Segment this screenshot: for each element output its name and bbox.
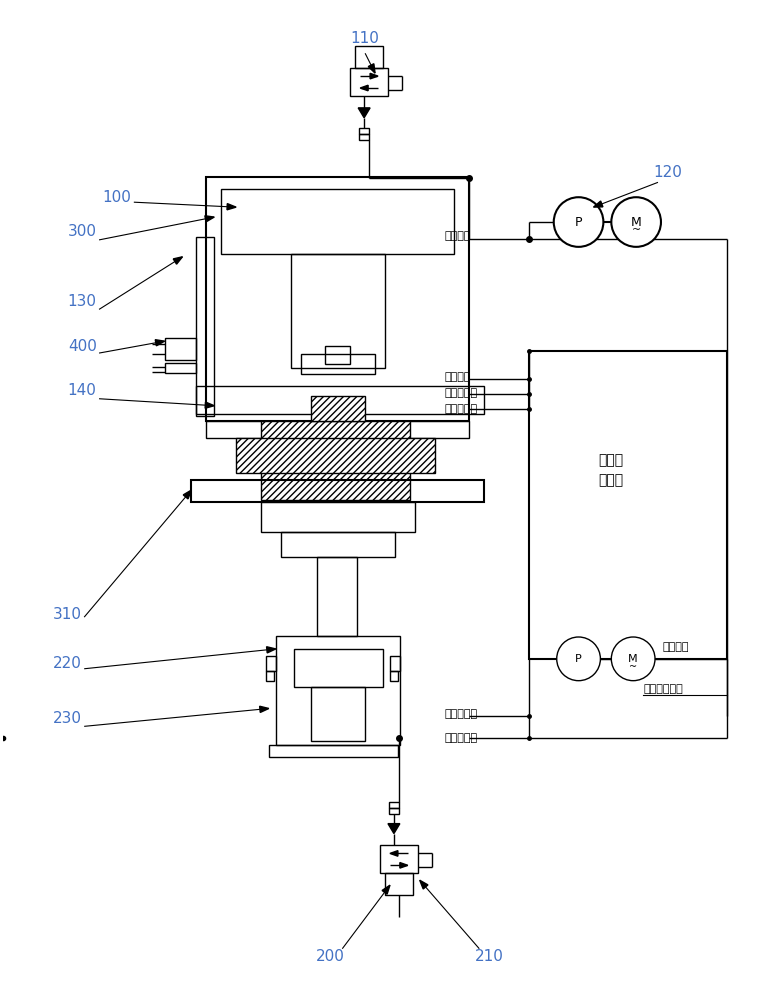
Bar [236,438,435,473]
Bar [389,808,399,814]
Bar [261,502,415,532]
Bar [207,421,470,438]
Text: 310: 310 [53,607,82,622]
Circle shape [554,197,604,247]
Text: 主系统动力源: 主系统动力源 [643,684,683,694]
Polygon shape [370,73,378,79]
Text: ~: ~ [629,662,637,672]
Text: ~: ~ [632,225,641,235]
Text: 200: 200 [316,949,345,964]
Text: P: P [575,654,582,664]
Bar [191,480,484,502]
Polygon shape [368,64,375,73]
Text: 210: 210 [475,949,503,964]
Text: 100: 100 [103,190,132,205]
Text: 130: 130 [67,294,96,309]
Text: 液压垫油路: 液压垫油路 [444,709,477,719]
Polygon shape [382,885,390,894]
Bar [385,873,413,895]
Bar [261,421,410,500]
Polygon shape [205,402,214,408]
Bar [390,671,398,681]
Polygon shape [205,216,214,222]
Bar [221,189,454,254]
Bar [360,134,369,140]
Text: P: P [575,216,582,229]
Bar [311,687,365,741]
Polygon shape [259,706,269,712]
Bar [281,532,395,557]
Bar [311,396,365,421]
Text: 230: 230 [53,711,82,726]
Polygon shape [390,851,398,856]
Polygon shape [173,257,183,264]
Polygon shape [420,880,428,889]
Bar [164,363,197,373]
Text: 400: 400 [68,339,96,354]
Text: 液压垫油路: 液压垫油路 [444,733,477,743]
Bar [390,656,400,671]
Bar [317,557,357,636]
Bar [164,338,197,360]
Polygon shape [155,340,164,346]
Bar [350,68,388,96]
Text: 伺服电机: 伺服电机 [663,642,689,652]
Polygon shape [184,490,191,499]
Bar [301,354,375,374]
Text: 主缸油路: 主缸油路 [444,372,471,382]
Circle shape [611,637,655,681]
Polygon shape [594,201,603,207]
Polygon shape [400,863,408,868]
Text: 140: 140 [68,383,96,398]
Text: 主缸油路: 主缸油路 [444,231,471,241]
Bar [389,802,399,808]
Bar [207,177,470,421]
Bar [529,351,728,659]
Polygon shape [227,204,236,210]
Text: 110: 110 [350,31,379,46]
Bar [269,745,398,757]
Bar [266,656,275,671]
Bar [266,671,274,681]
Circle shape [557,637,601,681]
Circle shape [611,197,661,247]
Bar [325,346,350,364]
Text: 退料缸油路: 退料缸油路 [444,404,477,414]
Polygon shape [388,824,400,834]
Bar [291,254,385,368]
Polygon shape [360,85,368,91]
Bar [355,46,383,68]
Bar [294,649,383,687]
Text: M: M [628,654,638,664]
Bar [197,386,484,414]
Text: 液压油: 液压油 [598,453,623,467]
Text: 退料缸油路: 退料缸油路 [444,388,477,398]
Bar [360,128,369,134]
Text: M: M [631,216,642,229]
Bar [197,237,214,416]
Bar [380,845,418,873]
Text: 路系统: 路系统 [598,473,623,487]
Text: 300: 300 [67,224,96,239]
Text: 220: 220 [53,656,82,671]
Bar [275,636,400,745]
Polygon shape [266,647,275,653]
Text: 120: 120 [653,165,682,180]
Polygon shape [358,108,370,118]
